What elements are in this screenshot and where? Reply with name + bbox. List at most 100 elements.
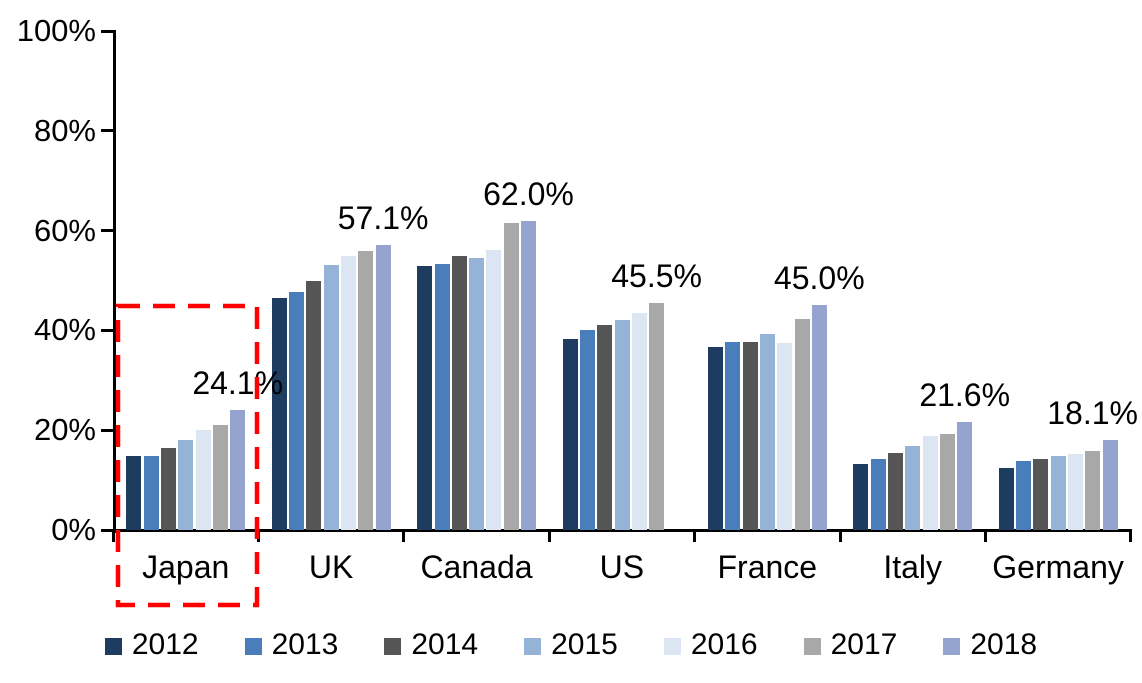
legend-swatch-2015 bbox=[524, 637, 542, 655]
bar-germany-2017 bbox=[1085, 451, 1101, 530]
bar-italy-2013 bbox=[870, 459, 886, 530]
legend-swatch-2018 bbox=[943, 637, 961, 655]
y-axis-tick-label: 60% bbox=[33, 212, 96, 248]
value-label-canada: 62.0% bbox=[483, 175, 574, 212]
x-axis-category-label-france: France bbox=[717, 549, 818, 585]
value-label-japan: 24.1% bbox=[192, 364, 284, 401]
bar-germany-2016 bbox=[1068, 453, 1083, 530]
bar-germany-2014 bbox=[1033, 458, 1049, 530]
bar-france-2018 bbox=[811, 305, 827, 530]
bar-germany-2018 bbox=[1102, 439, 1118, 530]
bar-us-2013 bbox=[579, 329, 595, 530]
bar-japan-2014 bbox=[161, 447, 176, 530]
x-axis-tick bbox=[402, 529, 406, 542]
legend-swatch-2017 bbox=[803, 637, 821, 655]
x-axis-category-label-germany: Germany bbox=[992, 549, 1124, 585]
bar-germany-2012 bbox=[998, 467, 1014, 530]
x-axis-tick bbox=[838, 529, 842, 542]
legend-label: 2018 bbox=[970, 628, 1038, 661]
bar-canada-2018 bbox=[521, 220, 536, 530]
x-axis-tick bbox=[256, 529, 260, 542]
bar-italy-2014 bbox=[888, 453, 903, 530]
bar-france-2013 bbox=[725, 341, 741, 530]
bar-italy-2017 bbox=[939, 434, 955, 530]
x-axis-category-label-italy: Italy bbox=[883, 549, 943, 585]
bar-canada-2015 bbox=[469, 257, 485, 530]
bar-france-2017 bbox=[794, 319, 810, 530]
legend-label: 2014 bbox=[411, 628, 479, 661]
bar-us-2015 bbox=[614, 319, 630, 530]
y-axis-tick-label: 80% bbox=[33, 112, 96, 148]
value-label-uk: 57.1% bbox=[337, 200, 429, 237]
y-axis-tick-label: 0% bbox=[51, 512, 96, 547]
bar-japan-2018 bbox=[230, 409, 246, 530]
bar-uk-2012 bbox=[271, 298, 287, 530]
x-axis-category-label-us: US bbox=[599, 549, 645, 585]
legend-swatch-2013 bbox=[244, 637, 262, 655]
bar-canada-2013 bbox=[434, 264, 450, 530]
y-axis-tick bbox=[101, 29, 113, 33]
bar-italy-2018 bbox=[957, 422, 973, 530]
bar-uk-2015 bbox=[323, 265, 339, 530]
legend-item-2015: 2015 bbox=[524, 627, 618, 663]
bar-japan-2016 bbox=[195, 430, 211, 530]
bar-us-2012 bbox=[562, 338, 578, 530]
legend-label: 2012 bbox=[131, 628, 199, 661]
y-axis-tick-label: 40% bbox=[33, 312, 96, 348]
legend-label: 2015 bbox=[551, 628, 618, 661]
bar-canada-2012 bbox=[417, 265, 433, 530]
y-axis-tick bbox=[101, 229, 113, 233]
bar-italy-2016 bbox=[922, 435, 938, 530]
bar-us-2016 bbox=[631, 312, 647, 530]
legend-item-2017: 2017 bbox=[803, 627, 898, 663]
bar-us-2017 bbox=[649, 302, 665, 530]
x-axis-tick bbox=[983, 529, 987, 542]
bar-japan-2017 bbox=[212, 425, 228, 530]
bar-japan-2012 bbox=[126, 456, 142, 530]
y-axis-tick bbox=[101, 328, 113, 332]
bar-france-2012 bbox=[708, 347, 723, 530]
y-axis-tick bbox=[101, 528, 113, 532]
value-label-france: 45.0% bbox=[773, 260, 865, 297]
x-axis-line bbox=[113, 529, 1132, 532]
x-axis-tick bbox=[111, 529, 115, 542]
x-axis-tick bbox=[1129, 529, 1133, 542]
legend-swatch-2014 bbox=[384, 637, 402, 655]
legend: 2012 2013 2014 2015 2016 2017 2018 bbox=[0, 627, 1142, 663]
y-axis-tick bbox=[101, 129, 113, 133]
legend-item-2014: 2014 bbox=[384, 627, 478, 663]
bar-uk-2018 bbox=[375, 245, 391, 530]
bar-japan-2015 bbox=[178, 440, 194, 530]
legend-label: 2016 bbox=[690, 628, 758, 661]
legend-label: 2013 bbox=[271, 628, 339, 661]
bar-italy-2012 bbox=[853, 463, 869, 530]
y-axis-tick-label: 20% bbox=[33, 412, 96, 448]
bar-germany-2015 bbox=[1050, 456, 1066, 530]
bar-uk-2016 bbox=[341, 256, 356, 530]
bar-uk-2017 bbox=[358, 251, 374, 530]
x-axis-category-label-uk: UK bbox=[308, 549, 354, 585]
legend-item-2018: 2018 bbox=[943, 627, 1037, 663]
value-label-us: 45.5% bbox=[611, 257, 702, 294]
bar-canada-2017 bbox=[503, 222, 519, 530]
value-label-germany: 18.1% bbox=[1047, 394, 1138, 431]
bar-canada-2016 bbox=[486, 250, 502, 530]
legend-swatch-2016 bbox=[663, 637, 681, 655]
x-axis-tick bbox=[693, 529, 697, 542]
bar-uk-2014 bbox=[306, 280, 322, 530]
x-axis-category-label-canada: Canada bbox=[420, 549, 533, 585]
bar-canada-2014 bbox=[451, 256, 467, 530]
legend-label: 2017 bbox=[830, 628, 898, 661]
bar-germany-2013 bbox=[1016, 460, 1032, 530]
bar-italy-2015 bbox=[905, 446, 921, 530]
legend-item-2012: 2012 bbox=[104, 627, 199, 663]
x-axis-tick bbox=[547, 529, 551, 542]
y-axis-tick-label: 100% bbox=[16, 13, 96, 48]
y-axis-line bbox=[113, 29, 116, 533]
bar-france-2014 bbox=[742, 342, 758, 530]
value-label-italy: 21.6% bbox=[919, 377, 1011, 414]
legend-item-2013: 2013 bbox=[244, 627, 339, 663]
bar-france-2015 bbox=[759, 333, 775, 530]
bar-us-2014 bbox=[597, 325, 613, 530]
